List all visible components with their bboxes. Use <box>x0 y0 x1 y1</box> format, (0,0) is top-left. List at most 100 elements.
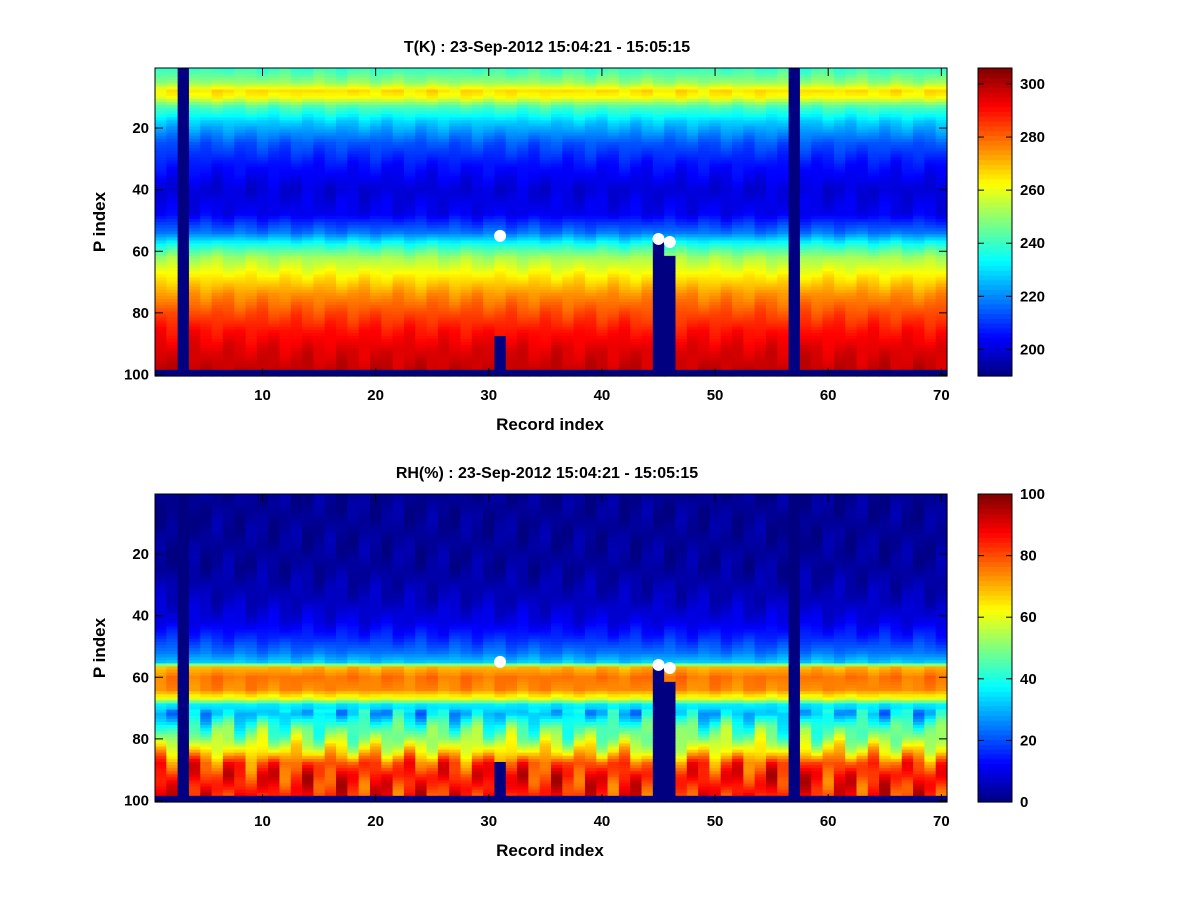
heatmap-cell <box>709 83 722 88</box>
heatmap-cell <box>449 104 462 109</box>
heatmap-cell <box>505 108 518 112</box>
heatmap-cell <box>403 74 416 78</box>
heatmap-cell <box>347 117 360 121</box>
heatmap-cell <box>188 138 201 143</box>
heatmap-cell <box>313 98 326 103</box>
heatmap-cell <box>596 135 609 140</box>
heatmap-cell <box>913 117 925 121</box>
heatmap-cell <box>256 117 269 121</box>
heatmap-cell <box>652 77 665 81</box>
heatmap-cell <box>449 120 462 125</box>
heatmap-cell <box>177 83 190 88</box>
heatmap-cell <box>155 108 167 112</box>
heatmap-cell <box>211 135 224 140</box>
heatmap-cell <box>833 111 846 115</box>
heatmap-cell <box>528 123 541 128</box>
heatmap-cell <box>358 104 371 109</box>
heatmap-cell <box>652 126 665 131</box>
heatmap-cell <box>290 135 303 140</box>
heatmap-cell <box>336 138 348 143</box>
heatmap-cell <box>381 126 394 131</box>
heatmap-cell <box>505 83 518 88</box>
heatmap-cell <box>856 126 869 131</box>
heatmap-cell <box>539 89 552 94</box>
heatmap-cell <box>913 92 925 97</box>
heatmap-cell <box>890 114 903 118</box>
heatmap-cell <box>449 123 462 128</box>
heatmap-cell <box>483 135 496 140</box>
heatmap-cell <box>460 114 473 118</box>
heatmap-cell <box>483 89 496 94</box>
heatmap-cell <box>381 129 394 134</box>
heatmap-cell <box>188 108 201 112</box>
heatmap-cell <box>494 132 507 137</box>
heatmap-cell <box>313 77 326 81</box>
heatmap-cell <box>381 114 394 118</box>
heatmap-cell <box>652 68 665 72</box>
heatmap-cell <box>268 111 281 115</box>
heatmap-cell <box>256 141 269 146</box>
heatmap-cell <box>856 135 869 140</box>
heatmap-cell <box>675 74 688 78</box>
heatmap-cell <box>641 83 654 88</box>
heatmap-cell <box>833 95 846 100</box>
heatmap-cell <box>551 71 563 75</box>
heatmap-cell <box>743 77 756 81</box>
heatmap-cell <box>630 123 643 128</box>
heatmap-cell <box>211 111 224 115</box>
heatmap-cell <box>381 71 394 75</box>
heatmap-cell <box>449 86 462 91</box>
heatmap-cell <box>879 129 892 134</box>
heatmap-cell <box>256 89 269 94</box>
heatmap-cell <box>720 71 733 75</box>
heatmap-cell <box>720 132 733 137</box>
heatmap-cell <box>381 95 394 100</box>
heatmap-row <box>155 95 948 100</box>
heatmap-cell <box>618 86 631 91</box>
heatmap-cell <box>833 108 846 112</box>
heatmap-cell <box>324 111 337 115</box>
heatmap-cell <box>675 138 688 143</box>
heatmap-cell <box>765 141 778 146</box>
heatmap-cell <box>245 74 258 78</box>
heatmap-cell <box>403 123 416 128</box>
heatmap-cell <box>799 101 812 106</box>
heatmap-cell <box>913 135 925 140</box>
heatmap-cell <box>528 104 541 109</box>
heatmap-cell <box>494 123 507 128</box>
heatmap-cell <box>279 101 292 106</box>
heatmap-cell <box>483 111 496 115</box>
heatmap-cell <box>584 126 597 131</box>
heatmap-cell <box>539 74 552 78</box>
heatmap-cell <box>901 123 914 128</box>
heatmap-cell <box>313 126 326 131</box>
heatmap-cell <box>166 111 179 115</box>
heatmap-cell <box>155 114 167 118</box>
heatmap-cell <box>765 135 778 140</box>
heatmap-row <box>155 104 948 109</box>
heatmap-cell <box>256 83 269 88</box>
heatmap-cell <box>709 89 722 94</box>
heatmap-cell <box>358 126 371 131</box>
heatmap-cell <box>403 111 416 115</box>
heatmap-cell <box>177 71 190 75</box>
heatmap-cell <box>166 68 179 72</box>
heatmap-cell <box>562 98 575 103</box>
heatmap-cell <box>234 77 247 81</box>
heatmap-cell <box>369 141 382 146</box>
heatmap-cell <box>788 80 801 84</box>
heatmap-cell <box>268 77 281 81</box>
heatmap-cell <box>324 117 337 121</box>
heatmap-cell <box>709 95 722 100</box>
heatmap-cell <box>833 104 846 109</box>
heatmap-cell <box>867 117 880 121</box>
heatmap-cell <box>369 83 382 88</box>
heatmap-cell <box>415 138 428 143</box>
heatmap-cell <box>177 98 190 103</box>
heatmap-cell <box>211 77 224 81</box>
heatmap-cell <box>618 74 631 78</box>
heatmap-cell <box>799 92 812 97</box>
heatmap-cell <box>743 80 756 84</box>
heatmap-cell <box>788 89 801 94</box>
heatmap-cell <box>709 108 722 112</box>
